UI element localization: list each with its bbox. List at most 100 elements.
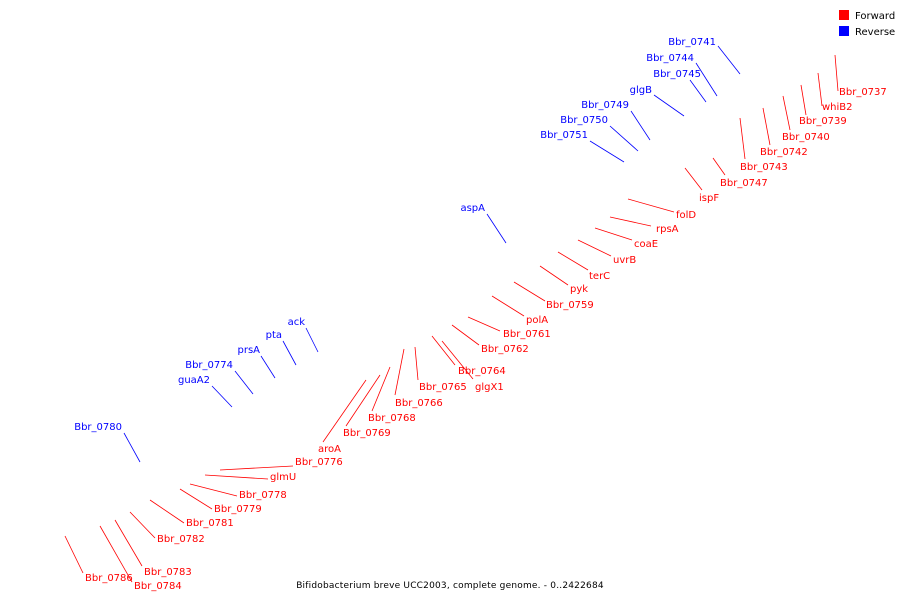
gene-label-bbr-0747: Bbr_0747 [712, 157, 768, 189]
gene-label-aroa: aroA [318, 379, 367, 455]
gene-label-bbr-0737: Bbr_0737 [834, 54, 887, 98]
svg-text:glmU: glmU [270, 472, 296, 483]
gene-label-glgx1: glgX1 [441, 340, 504, 393]
svg-text:Bbr_0745: Bbr_0745 [653, 69, 701, 80]
svg-text:aspA: aspA [460, 203, 485, 214]
svg-text:glgX1: glgX1 [475, 382, 504, 393]
gene-label-pta: pta [266, 330, 297, 366]
gene-label-guaa2: guaA2 [178, 375, 233, 408]
svg-text:Bbr_0778: Bbr_0778 [239, 490, 287, 501]
gene-label-bbr-0764: Bbr_0764 [431, 335, 506, 377]
gene-label-coae: coaE [594, 227, 658, 250]
svg-text:pta: pta [266, 330, 282, 341]
gene-label-ispf: ispF [684, 167, 719, 204]
gene-label-pola: polA [491, 295, 548, 326]
gene-label-bbr-0766: Bbr_0766 [394, 348, 443, 409]
svg-text:ispF: ispF [699, 193, 719, 204]
svg-text:Bbr_0749: Bbr_0749 [581, 100, 629, 111]
svg-text:Bbr_0786: Bbr_0786 [85, 573, 133, 584]
svg-text:Bbr_0740: Bbr_0740 [782, 132, 830, 143]
gene-label-bbr-0780: Bbr_0780 [74, 422, 141, 463]
gene-label-bbr-0762: Bbr_0762 [451, 324, 529, 355]
svg-text:Bbr_0779: Bbr_0779 [214, 504, 262, 515]
svg-text:Bbr_0743: Bbr_0743 [740, 162, 788, 173]
gene-label-bbr-0742: Bbr_0742 [760, 107, 808, 158]
svg-text:Bbr_0747: Bbr_0747 [720, 178, 768, 189]
svg-text:Bbr_0774: Bbr_0774 [185, 360, 233, 371]
svg-text:Bbr_0764: Bbr_0764 [458, 366, 506, 377]
gene-label-uvrb: uvrB [577, 239, 636, 266]
svg-text:ack: ack [288, 317, 306, 328]
gene-label-bbr-0784: Bbr_0784 [99, 525, 182, 592]
legend: Forward Reverse [839, 10, 895, 38]
gene-label-bbr-0740: Bbr_0740 [782, 95, 830, 143]
gene-label-pyk: pyk [539, 265, 588, 295]
svg-text:prsA: prsA [237, 345, 260, 356]
svg-text:Bbr_0766: Bbr_0766 [395, 398, 443, 409]
svg-text:Bbr_0759: Bbr_0759 [546, 300, 594, 311]
svg-text:Bbr_0780: Bbr_0780 [74, 422, 122, 433]
gene-label-bbr-0741: Bbr_0741 [668, 37, 741, 75]
legend-reverse-swatch [839, 26, 849, 36]
svg-text:pyk: pyk [570, 284, 588, 295]
legend-forward-swatch [839, 10, 849, 20]
svg-text:folD: folD [676, 210, 696, 221]
gene-label-rpsa: rpsA [609, 216, 679, 235]
map-title: Bifidobacterium breve UCC2003, complete … [296, 581, 604, 591]
svg-text:aroA: aroA [318, 444, 341, 455]
gene-label-bbr-0782: Bbr_0782 [129, 511, 205, 545]
gene-label-bbr-0744: Bbr_0744 [646, 53, 718, 97]
svg-text:Bbr_0783: Bbr_0783 [144, 567, 192, 578]
svg-text:rpsA: rpsA [656, 224, 679, 235]
svg-text:Bbr_0750: Bbr_0750 [560, 115, 608, 126]
svg-text:Bbr_0776: Bbr_0776 [295, 457, 343, 468]
gene-label-bbr-0786: Bbr_0786 [64, 535, 133, 584]
svg-text:Bbr_0762: Bbr_0762 [481, 344, 529, 355]
gene-label-bbr-0765: Bbr_0765 [414, 346, 467, 393]
svg-text:Bbr_0739: Bbr_0739 [799, 116, 847, 127]
gene-label-bbr-0768: Bbr_0768 [368, 366, 416, 424]
gene-label-bbr-0759: Bbr_0759 [513, 281, 594, 311]
svg-text:Bbr_0737: Bbr_0737 [839, 87, 887, 98]
gene-label-terc: terC [557, 251, 610, 282]
gene-label-bbr-0776: Bbr_0776 [219, 457, 343, 471]
svg-text:uvrB: uvrB [613, 255, 636, 266]
gene-label-bbr-0779: Bbr_0779 [179, 488, 262, 515]
gene-label-ack: ack [288, 317, 319, 353]
svg-text:guaA2: guaA2 [178, 375, 210, 386]
gene-label-bbr-0739: Bbr_0739 [799, 84, 847, 127]
svg-text:polA: polA [526, 315, 548, 326]
svg-text:Bbr_0744: Bbr_0744 [646, 53, 694, 64]
gene-label-aspa: aspA [460, 203, 507, 244]
svg-text:whiB2: whiB2 [822, 102, 853, 113]
svg-text:Bbr_0769: Bbr_0769 [343, 428, 391, 439]
svg-text:Bbr_0761: Bbr_0761 [503, 329, 551, 340]
svg-text:Bbr_0765: Bbr_0765 [419, 382, 467, 393]
svg-text:Bbr_0782: Bbr_0782 [157, 534, 205, 545]
svg-text:coaE: coaE [634, 239, 658, 250]
svg-text:Bbr_0768: Bbr_0768 [368, 413, 416, 424]
gene-label-fold: folD [627, 198, 696, 221]
svg-text:glgB: glgB [630, 85, 652, 96]
svg-text:Bbr_0751: Bbr_0751 [540, 130, 588, 141]
legend-reverse-label: Reverse [855, 27, 895, 38]
gene-label-bbr-0750: Bbr_0750 [560, 115, 639, 152]
gene-label-bbr-0783: Bbr_0783 [114, 519, 192, 578]
gene-label-bbr-0769: Bbr_0769 [343, 374, 391, 439]
gene-labels-layer: Bbr_0737 whiB2 Bbr_0739 Bbr_0740 Bbr_0742 Bbr… [64, 37, 887, 592]
gene-label-bbr-0774: Bbr_0774 [185, 360, 254, 395]
gene-label-prsa: prsA [237, 345, 276, 379]
gene-label-bbr-0761: Bbr_0761 [467, 316, 551, 340]
gene-label-glmu: glmU [204, 472, 296, 483]
gene-label-bbr-0743: Bbr_0743 [739, 117, 788, 173]
gene-label-bbr-0745: Bbr_0745 [653, 69, 707, 103]
gene-label-glgb: glgB [630, 85, 685, 117]
svg-text:terC: terC [589, 271, 610, 282]
gene-label-whib2: whiB2 [817, 72, 853, 113]
gene-label-bbr-0751: Bbr_0751 [540, 130, 625, 163]
svg-text:Bbr_0741: Bbr_0741 [668, 37, 716, 48]
gene-label-bbr-0781: Bbr_0781 [149, 499, 234, 529]
gene-label-bbr-0749: Bbr_0749 [581, 100, 651, 141]
